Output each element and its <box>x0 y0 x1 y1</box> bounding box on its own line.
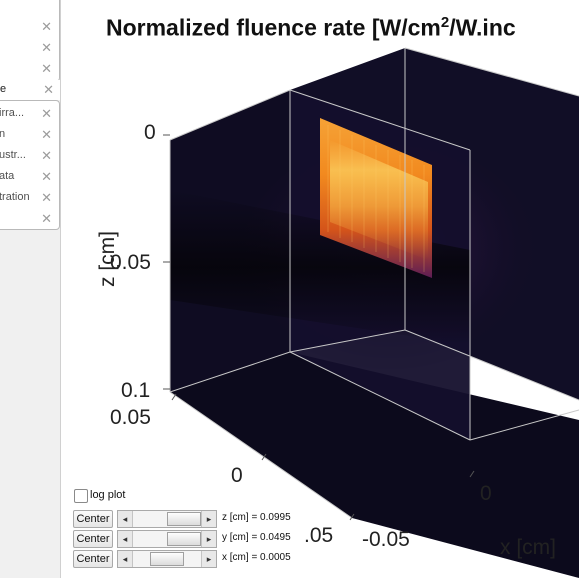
x-slider[interactable]: ◂ ▸ <box>117 550 217 568</box>
close-icon[interactable]: ✕ <box>41 106 52 121</box>
log-plot-label: log plot <box>90 489 126 501</box>
fluence-streaks <box>327 125 425 272</box>
z-axis-label: z [cm] <box>96 231 119 287</box>
sidebar-panel: ✕ ✕ ✕ e ✕ irra... ✕ n ✕ ustr... ✕ ata ✕ <box>0 0 60 578</box>
slider-right-arrow-icon[interactable]: ▸ <box>201 531 216 547</box>
slider-left-arrow-icon[interactable]: ◂ <box>118 551 133 567</box>
x-readout: x [cm] = 0.0005 <box>222 552 291 563</box>
list-item-label: irra... <box>0 107 25 119</box>
close-icon[interactable]: ✕ <box>41 190 52 205</box>
list-item[interactable]: ✕ <box>0 17 58 37</box>
list-item[interactable]: irra... ✕ <box>0 104 58 124</box>
close-icon[interactable]: ✕ <box>41 19 52 34</box>
list-item[interactable]: n ✕ <box>0 125 58 145</box>
x-axis-label: x [cm] <box>500 536 556 559</box>
z-tick-label: 0.1 <box>121 379 151 402</box>
z-slider[interactable]: ◂ ▸ <box>117 510 217 528</box>
y-tick-label: 0.05 <box>110 406 151 429</box>
list-item-label: ustr... <box>0 149 26 161</box>
y-readout: y [cm] = 0.0495 <box>222 532 291 543</box>
list-item[interactable]: ata ✕ <box>0 167 58 187</box>
x-tick-label: -0.05 <box>362 528 410 551</box>
panel-divider <box>60 0 61 578</box>
center-x-button[interactable]: Center <box>73 550 113 568</box>
list-item-label: tration <box>0 191 30 203</box>
selected-list-item[interactable]: e ✕ <box>0 80 60 100</box>
y-tick-label: .05 <box>304 524 334 547</box>
log-plot-checkbox[interactable] <box>74 489 88 503</box>
cube-edges <box>169 47 579 519</box>
z-tick-label: 0 <box>144 121 156 144</box>
slider-left-arrow-icon[interactable]: ◂ <box>118 511 133 527</box>
close-icon[interactable]: ✕ <box>41 169 52 184</box>
y-slider[interactable]: ◂ ▸ <box>117 530 217 548</box>
title-tail: /W.inc <box>449 14 516 41</box>
close-icon[interactable]: ✕ <box>43 82 54 97</box>
close-icon[interactable]: ✕ <box>41 148 52 163</box>
z-readout: z [cm] = 0.0995 <box>222 512 291 523</box>
title-main: Normalized fluence rate [W/cm <box>106 14 441 41</box>
close-icon[interactable]: ✕ <box>41 61 52 76</box>
list-item[interactable]: ✕ <box>0 209 58 229</box>
slider-thumb[interactable] <box>150 552 184 566</box>
fluence-hot-core <box>330 140 428 260</box>
sidebar-list-bottom: irra... ✕ n ✕ ustr... ✕ ata ✕ tration ✕ … <box>0 100 60 230</box>
list-item-label: ata <box>0 170 15 182</box>
slider-right-arrow-icon[interactable]: ▸ <box>201 511 216 527</box>
center-z-button[interactable]: Center <box>73 510 113 528</box>
list-item[interactable]: tration ✕ <box>0 188 58 208</box>
list-item-label: e <box>0 83 7 95</box>
dark-band <box>170 190 470 345</box>
slider-thumb[interactable] <box>166 512 201 526</box>
slider-left-arrow-icon[interactable]: ◂ <box>118 531 133 547</box>
title-superscript: 2 <box>440 14 450 31</box>
figure-title: Normalized fluence rate [W/cm2/W.inc <box>106 14 516 42</box>
list-item[interactable]: ✕ <box>0 59 58 79</box>
close-icon[interactable]: ✕ <box>41 211 52 226</box>
slider-right-arrow-icon[interactable]: ▸ <box>201 551 216 567</box>
center-y-button[interactable]: Center <box>73 530 113 548</box>
slider-thumb[interactable] <box>166 532 201 546</box>
list-item[interactable]: ustr... ✕ <box>0 146 58 166</box>
close-icon[interactable]: ✕ <box>41 127 52 142</box>
list-item-label: n <box>0 128 6 140</box>
x-tick-label: 0 <box>480 482 492 505</box>
z-tick-label: 0.05 <box>110 251 151 274</box>
axis-tick-marks <box>163 134 475 521</box>
cube-floor <box>170 352 579 578</box>
list-item[interactable]: ✕ <box>0 38 58 58</box>
y-tick-label: 0 <box>231 464 243 487</box>
close-icon[interactable]: ✕ <box>41 40 52 55</box>
sidebar-list-top: ✕ ✕ ✕ <box>0 0 60 82</box>
